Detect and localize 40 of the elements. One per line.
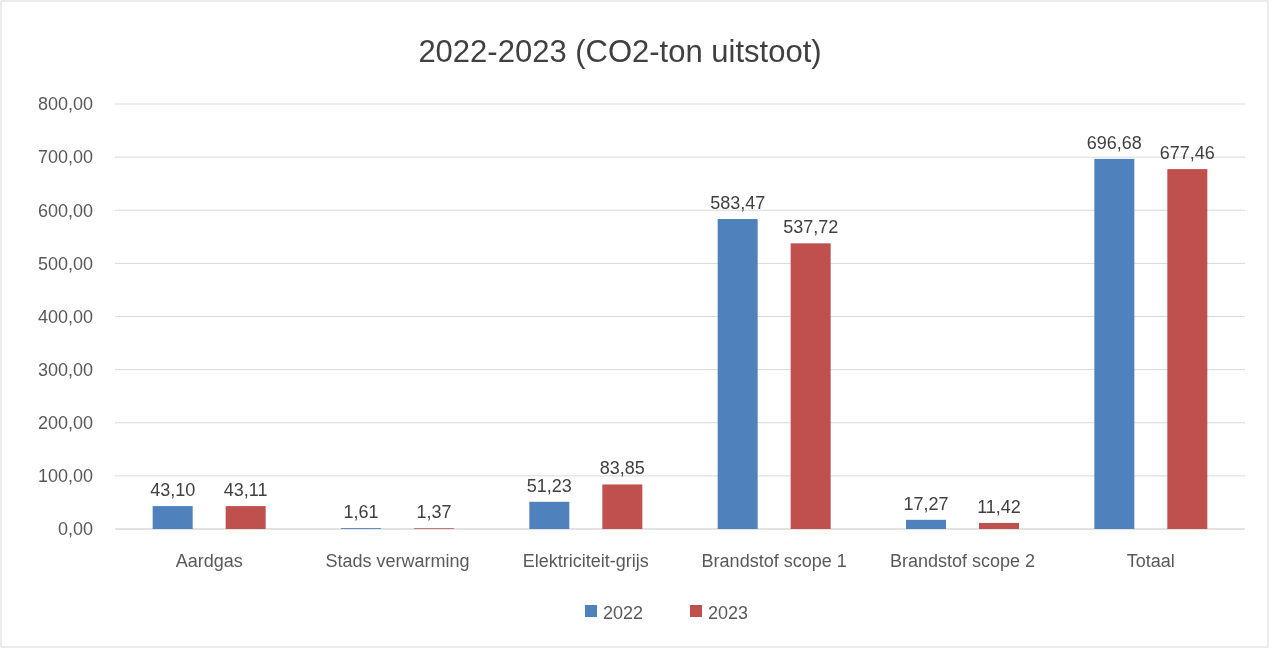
y-tick-label: 0,00 xyxy=(57,519,93,540)
y-tick-label: 200,00 xyxy=(37,413,93,434)
data-label: 696,68 xyxy=(1086,132,1142,153)
y-tick-label: 700,00 xyxy=(37,147,93,168)
x-tick-label: Totaal xyxy=(1126,551,1175,571)
data-label: 51,23 xyxy=(526,475,572,496)
bar xyxy=(529,501,570,529)
y-tick-label: 600,00 xyxy=(37,200,93,221)
data-label: 43,11 xyxy=(223,480,268,501)
y-tick-label: 100,00 xyxy=(37,466,93,487)
y-tick-label: 300,00 xyxy=(37,359,93,380)
y-tick-label: 500,00 xyxy=(37,253,93,274)
data-label: 583,47 xyxy=(710,193,766,214)
x-tick-label: Brandstof scope 2 xyxy=(889,551,1036,571)
x-tick-label: Stads verwarming xyxy=(325,551,470,571)
legend-label: 2023 xyxy=(708,603,749,624)
data-label: 1,37 xyxy=(416,502,452,523)
bar xyxy=(979,522,1019,529)
chart-title: 2022-2023 (CO2-ton uitstoot) xyxy=(418,34,822,69)
bar xyxy=(906,519,946,529)
y-tick-label: 400,00 xyxy=(37,306,93,327)
data-label: 537,72 xyxy=(783,217,839,238)
data-label: 677,46 xyxy=(1159,143,1215,164)
x-tick-label: Aardgas xyxy=(175,551,243,571)
bar xyxy=(1094,158,1135,529)
bar xyxy=(1167,169,1208,529)
bar xyxy=(152,506,193,529)
bar xyxy=(602,484,643,529)
x-tick-label: Brandstof scope 1 xyxy=(701,551,847,571)
y-tick-label: 800,00 xyxy=(37,94,93,115)
bar xyxy=(790,243,831,529)
data-label: 83,85 xyxy=(599,458,645,479)
bar xyxy=(225,506,266,529)
data-label: 43,10 xyxy=(150,480,196,501)
bar xyxy=(717,219,758,529)
legend-label: 2022 xyxy=(603,603,644,624)
data-label: 17,27 xyxy=(903,493,949,514)
x-tick-label: Elektriciteit-grijs xyxy=(522,551,649,571)
data-label: 11,42 xyxy=(977,496,1021,517)
data-label: 1,61 xyxy=(343,502,379,523)
